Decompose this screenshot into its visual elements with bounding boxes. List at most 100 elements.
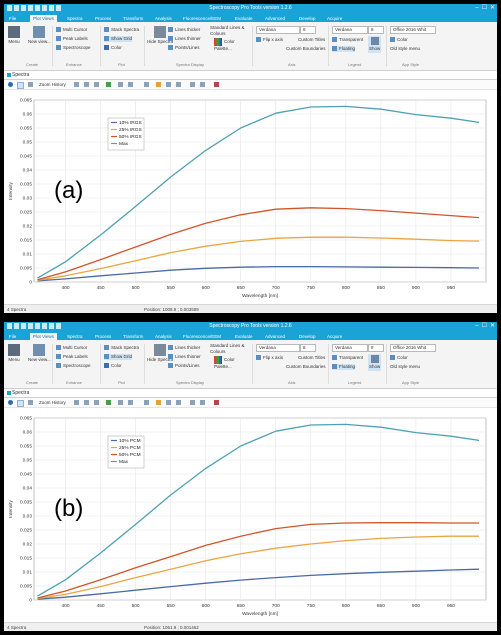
zoom-xy-icon[interactable] [94, 82, 99, 87]
transparent-button[interactable]: Transparent [332, 37, 363, 43]
old-style-menu-button[interactable]: Old style menu [390, 364, 421, 369]
lines-thicker-button[interactable]: Lines thicker [168, 27, 200, 33]
print-icon[interactable] [35, 5, 40, 11]
new-view-button[interactable]: New view... [28, 26, 51, 45]
peak-labels-button[interactable]: Peak Labels [56, 36, 88, 42]
export-icon[interactable] [166, 400, 171, 405]
print-icon[interactable] [35, 323, 40, 329]
series-line-1[interactable] [37, 568, 480, 600]
tab-plot-views[interactable]: Plot Views [30, 15, 57, 22]
color-button[interactable]: Color [104, 45, 122, 51]
style-select[interactable]: Office 2016 Whit [390, 26, 436, 34]
lines-thinner-button[interactable]: Lines thinner [168, 36, 201, 42]
settings-icon[interactable] [56, 5, 61, 11]
hide-spectra-button[interactable]: Hide Spectra [147, 344, 173, 363]
tab-analysis[interactable]: Analysis [155, 334, 172, 339]
paste-icon[interactable] [49, 323, 54, 329]
copy-plot-icon[interactable] [156, 400, 161, 405]
series-line-4[interactable] [37, 105, 480, 279]
pan-icon[interactable] [28, 400, 33, 405]
close-button[interactable]: ✕ [489, 323, 495, 329]
zoom-mode-icon[interactable] [17, 400, 24, 407]
print-plot-icon[interactable] [176, 82, 181, 87]
close-button[interactable]: ✕ [489, 5, 495, 11]
maximize-button[interactable]: ☐ [481, 5, 487, 11]
floating-button[interactable]: Floating [332, 364, 356, 370]
spectra-chart[interactable]: 400 450 500 550 600 650 700 750 800 850 900 950 0 0.0… [4, 408, 497, 621]
grid-toggle-icon[interactable] [106, 400, 111, 405]
hide-spectra-button[interactable]: Hide Spectra [147, 26, 173, 45]
series-line-3[interactable] [37, 207, 480, 281]
export-icon[interactable] [166, 82, 171, 87]
cursor-icon[interactable] [118, 82, 123, 87]
lines-thicker-button[interactable]: Lines thicker [168, 345, 200, 351]
copy-icon[interactable] [42, 5, 47, 11]
multi-cursor-button[interactable]: Multi Cursor [56, 345, 87, 351]
save-icon[interactable] [7, 323, 12, 329]
old-style-menu-button[interactable]: Old style menu [390, 46, 421, 51]
info-icon[interactable] [8, 82, 13, 87]
points-lines-button[interactable]: Points/Lines [168, 363, 200, 369]
lines-thinner-button[interactable]: Lines thinner [168, 354, 201, 360]
redo-icon[interactable] [21, 323, 26, 329]
info-icon[interactable] [8, 400, 13, 405]
show-grid-button[interactable]: Show Grid [104, 36, 133, 42]
undo-icon[interactable] [14, 5, 19, 11]
series-line-2[interactable] [37, 236, 480, 281]
zoom-history-label[interactable]: Zoom History [39, 400, 66, 405]
custom-boundaries-button[interactable]: Custom Boundaries [286, 364, 326, 369]
zoom-mode-icon[interactable] [17, 82, 24, 89]
tab-process[interactable]: Process [95, 16, 112, 21]
zoom-history-label[interactable]: Zoom History [39, 82, 66, 87]
series-line-1[interactable] [37, 265, 480, 282]
open-icon[interactable] [28, 5, 33, 11]
tab-evaluate[interactable]: Evaluate [235, 16, 253, 21]
document-tab[interactable]: Spectra [4, 71, 497, 80]
points-lines-button[interactable]: Points/Lines [168, 45, 200, 51]
style-select[interactable]: Office 2016 Whit [390, 344, 436, 352]
minimize-button[interactable]: – [475, 323, 479, 329]
pan-icon[interactable] [28, 82, 33, 87]
color-button[interactable]: Color [104, 363, 122, 369]
tab-fluorescence[interactable]: Fluorescence/EEM [183, 334, 222, 339]
transparent-button[interactable]: Transparent [332, 355, 363, 361]
undo-icon[interactable] [14, 323, 19, 329]
legend-size-select[interactable]: 8 [368, 344, 384, 352]
stack-spectra-button[interactable]: Stack Spectra [104, 27, 139, 33]
tab-plot-views[interactable]: Plot Views [30, 333, 57, 340]
font-size-select[interactable]: 8 [300, 344, 316, 352]
redo-icon[interactable] [21, 5, 26, 11]
font-select[interactable]: Verdana [256, 344, 300, 352]
series-line-2[interactable] [37, 535, 480, 600]
menu-button[interactable]: Menu [8, 344, 20, 363]
standard-lines-button[interactable]: Standard Lines & Colours [210, 343, 245, 354]
zoom-y-icon[interactable] [84, 82, 89, 87]
legend-font-select[interactable]: Verdana [332, 26, 368, 34]
flip-x-axis-button[interactable]: Flip x axis [256, 37, 283, 43]
zoom-x-icon[interactable] [74, 400, 79, 405]
scale-icon[interactable] [190, 400, 195, 405]
document-tab[interactable]: Spectra [4, 389, 497, 398]
tab-analysis[interactable]: Analysis [155, 16, 172, 21]
fit-icon[interactable] [144, 400, 149, 405]
zoom-x-icon[interactable] [74, 82, 79, 87]
reset-zoom-icon[interactable] [128, 400, 133, 405]
series-line-4[interactable] [37, 423, 480, 597]
tab-spectra[interactable]: Spectra [67, 16, 83, 21]
custom-boundaries-button[interactable]: Custom Boundaries [286, 46, 326, 51]
zoom-y-icon[interactable] [84, 400, 89, 405]
legend-font-select[interactable]: Verdana [332, 344, 368, 352]
spectroscope-button[interactable]: Spectroscope [56, 363, 91, 369]
tab-acquire[interactable]: Acquire [327, 334, 343, 339]
tab-file[interactable]: File [9, 16, 17, 21]
show-legend-button[interactable]: Show [368, 354, 382, 371]
save-icon[interactable] [7, 5, 12, 11]
fit-icon[interactable] [144, 82, 149, 87]
multi-cursor-button[interactable]: Multi Cursor [56, 27, 87, 33]
color-palette-button[interactable]: Color Palette... [214, 38, 235, 51]
maximize-button[interactable]: ☐ [481, 323, 487, 329]
tab-develop[interactable]: Develop [299, 334, 316, 339]
tab-advanced[interactable]: Advanced [265, 16, 286, 21]
copy-icon[interactable] [42, 323, 47, 329]
scale-icon[interactable] [190, 82, 195, 87]
